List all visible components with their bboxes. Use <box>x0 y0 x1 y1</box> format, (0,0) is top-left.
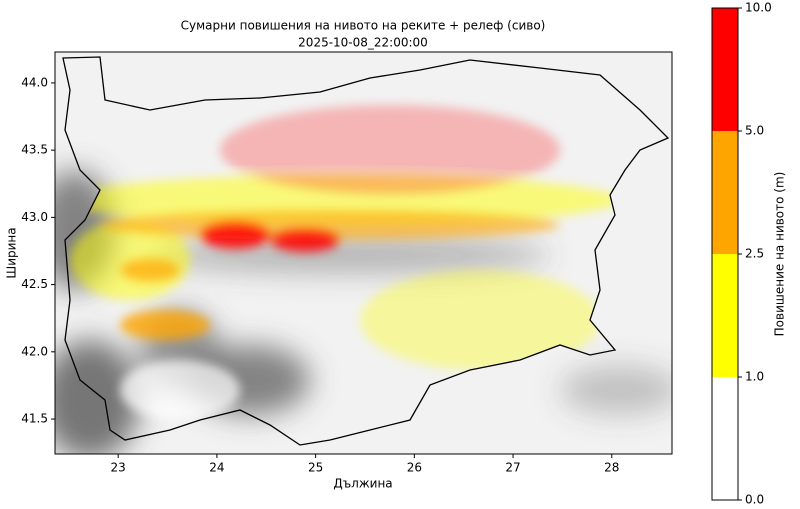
river-levels <box>63 105 620 420</box>
x-tick-label: 25 <box>308 461 323 475</box>
x-tick-label: 23 <box>111 461 126 475</box>
y-tick-label: 42.5 <box>21 277 48 291</box>
border <box>62 56 670 446</box>
y-tick-label: 41.5 <box>21 412 48 426</box>
colorbar-segment <box>712 377 738 500</box>
colorbar-segment <box>712 8 738 131</box>
x-axis-label: Дължина <box>333 477 392 491</box>
y-tick-label: 43.5 <box>21 143 48 157</box>
y-axis-label: Ширина <box>5 227 19 278</box>
colorbar-tick-label: 5.0 <box>745 124 764 138</box>
x-tick-label: 27 <box>505 461 520 475</box>
colorbar-segment <box>712 254 738 377</box>
y-tick-label: 44.0 <box>21 75 48 89</box>
axes-frame <box>54 51 673 455</box>
colorbar-tick-label: 2.5 <box>745 247 764 261</box>
title: Сумарни повишения на нивото на реките + … <box>181 19 546 33</box>
colorbar-tick-label: 0.0 <box>745 493 764 507</box>
y-tick-label: 42.0 <box>21 344 48 358</box>
colorbar-segment <box>712 131 738 254</box>
colorbar-tick-label: 10.0 <box>745 1 772 15</box>
y-tick-label: 43.0 <box>21 210 48 224</box>
map-area <box>55 52 672 454</box>
x-tick-label: 26 <box>407 461 422 475</box>
colorbar-label: Повишение на нивото (m) <box>773 172 787 337</box>
x-tick-label: 28 <box>604 461 619 475</box>
subtitle: 2025-10-08_22:00:00 <box>298 36 428 50</box>
x-tick-label: 24 <box>209 461 224 475</box>
colorbar-tick-label: 1.0 <box>745 370 764 384</box>
